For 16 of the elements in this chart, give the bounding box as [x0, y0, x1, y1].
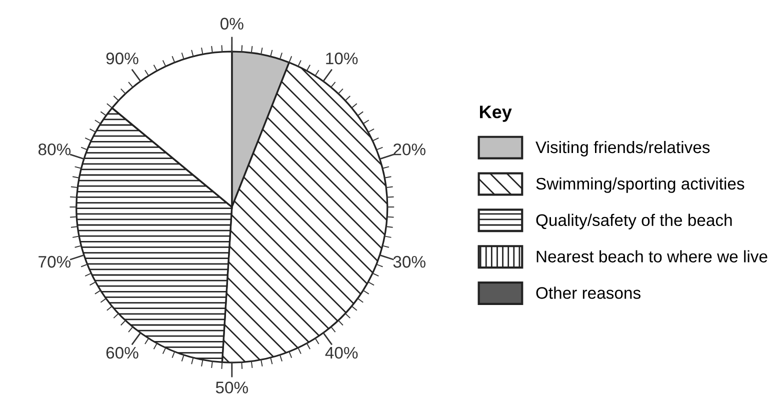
legend-label: Other reasons [536, 286, 640, 299]
text: 0% [220, 18, 244, 30]
text: 60% [106, 346, 138, 359]
legend-title: Key [480, 106, 512, 122]
legend-label: Visiting friends/relatives [536, 140, 710, 156]
text: 70% [38, 256, 71, 268]
legend-label: Nearest beach to where we live [536, 250, 768, 262]
legend-label: Quality/safety of the beach [536, 214, 732, 230]
text: 20% [394, 143, 426, 156]
text: 50% [216, 382, 248, 394]
text: 30% [393, 256, 426, 268]
text: 10% [326, 52, 358, 64]
legend-label: Swimming/sporting activities [536, 177, 744, 193]
text: 90% [106, 52, 138, 64]
text: 80% [38, 143, 71, 156]
text: 40% [325, 346, 358, 359]
